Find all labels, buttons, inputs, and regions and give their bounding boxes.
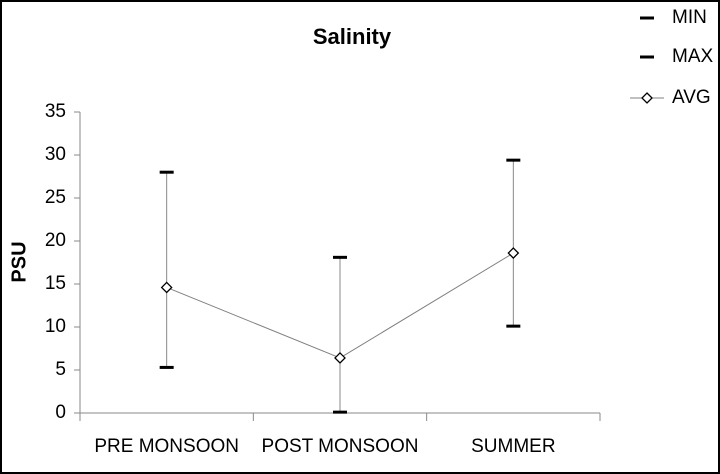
y-axis-label: PSU [8,241,30,282]
y-tick-label: 15 [45,273,66,294]
y-tick-label: 35 [45,101,66,122]
chart-title: Salinity [313,24,392,49]
legend-label: MIN [672,7,707,28]
y-tick-label: 10 [45,316,66,337]
y-tick-label: 5 [55,359,66,380]
y-tick-label: 25 [45,187,66,208]
diamond-marker [507,247,520,259]
x-tick-label: PRE MONSOON [94,436,239,457]
y-tick-label: 20 [45,230,66,251]
y-tick-label: 0 [55,402,66,423]
diamond-marker [334,352,346,364]
x-tick-label: POST MONSOON [262,436,419,457]
diamond-marker [641,92,653,104]
x-tick-label: SUMMER [471,436,555,457]
legend-label: AVG [672,87,711,108]
y-tick-label: 30 [45,144,66,165]
legend-label: MAX [672,46,714,67]
diamond-marker [160,281,173,294]
